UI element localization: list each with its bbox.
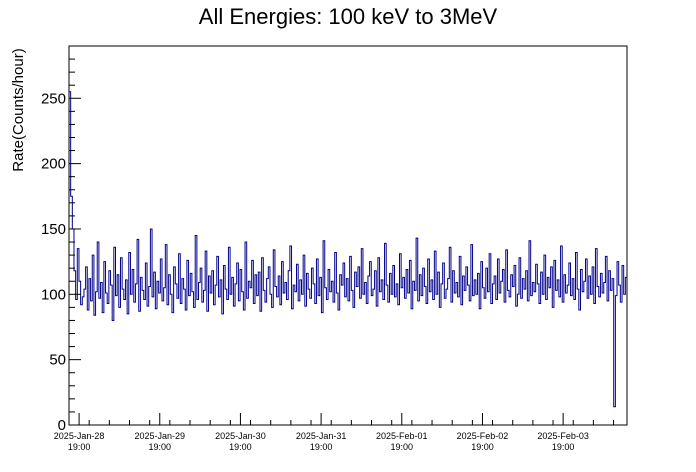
y-tick-label: 0: [58, 417, 66, 434]
plot-frame: [68, 45, 628, 426]
x-tick-time-label: 19:00: [552, 442, 575, 452]
x-tick-time-label: 19:00: [391, 442, 414, 452]
x-tick-date-label: 2025-Jan-31: [296, 431, 347, 441]
y-tick-label: 200: [41, 156, 66, 173]
x-tick-date-label: 2025-Jan-29: [134, 431, 185, 441]
plot-border: [68, 45, 628, 426]
y-tick-label: 250: [41, 90, 66, 107]
x-axis: 2025-Jan-2819:002025-Jan-2919:002025-Jan…: [54, 413, 615, 452]
chart-title: All Energies: 100 keV to 3MeV: [199, 4, 498, 29]
x-tick-time-label: 19:00: [310, 442, 333, 452]
series-group: [69, 91, 627, 408]
x-tick-time-label: 19:00: [148, 442, 171, 452]
x-tick-date-label: 2025-Feb-03: [537, 431, 589, 441]
x-tick-time-label: 19:00: [68, 442, 91, 452]
series-line-0: [69, 91, 627, 408]
x-tick-date-label: 2025-Jan-30: [215, 431, 266, 441]
y-tick-label: 150: [41, 221, 66, 238]
y-tick-label: 100: [41, 286, 66, 303]
x-tick-time-label: 19:00: [229, 442, 252, 452]
y-axis-label: Rate(Counts/hour): [10, 48, 27, 171]
x-tick-time-label: 19:00: [471, 442, 494, 452]
x-tick-date-label: 2025-Jan-28: [54, 431, 105, 441]
x-tick-date-label: 2025-Feb-01: [376, 431, 428, 441]
x-tick-date-label: 2025-Feb-02: [457, 431, 509, 441]
y-tick-label: 50: [49, 352, 66, 369]
y-axis: 0 50 100 150 200 250: [41, 45, 81, 434]
